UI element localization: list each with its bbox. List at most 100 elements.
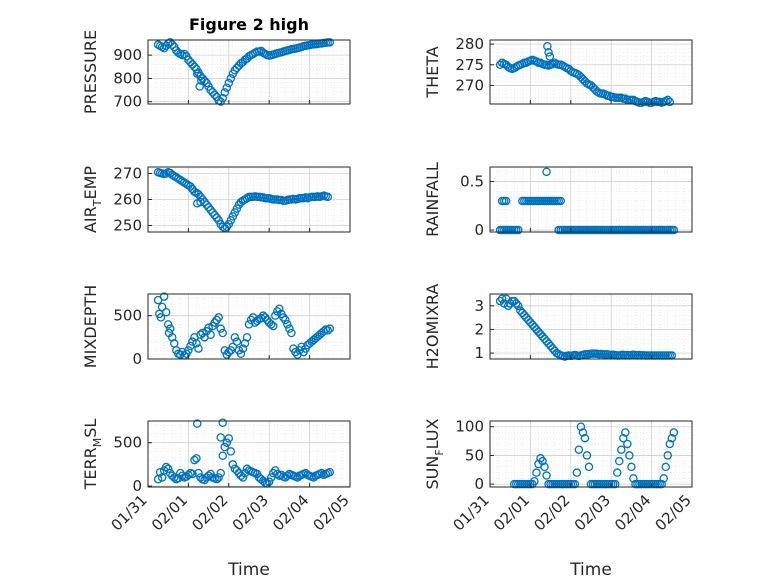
data-point [629, 474, 638, 483]
data-point [244, 320, 254, 329]
plot-area [490, 421, 692, 487]
data-point [230, 333, 240, 342]
data-point [279, 313, 288, 322]
plot-area [490, 40, 692, 104]
axes-frame [489, 166, 693, 233]
data-point [236, 349, 246, 359]
data-point [170, 473, 179, 482]
y-tick-label: 0 [474, 475, 484, 493]
data-point [297, 342, 306, 352]
data-point [325, 467, 335, 477]
data-point [196, 192, 205, 202]
x-tick-label: 02/04 [269, 491, 312, 534]
data-point [210, 210, 219, 220]
data-point [238, 473, 248, 482]
y-tick-label: 2 [474, 320, 484, 338]
data-point [242, 193, 252, 203]
data-point [323, 326, 333, 335]
data-point [621, 428, 630, 437]
subplot-air-temp: 250 260 270 AIRTEMP [81, 165, 351, 235]
data-point [159, 292, 169, 301]
data-point [206, 205, 215, 215]
data-point [619, 433, 628, 443]
axes-frame [489, 420, 693, 488]
data-point [222, 222, 232, 232]
subplot-theta: 270 275 280 THETA [423, 35, 693, 108]
data-point [224, 434, 234, 443]
data-point [163, 464, 173, 474]
data-point [574, 445, 584, 454]
x-axis-label: Time [227, 560, 270, 580]
x-tick-label: 02/03 [229, 491, 272, 534]
y-tick-label: 0 [132, 350, 142, 368]
y-tick-label: 3 [474, 297, 484, 315]
data-point [582, 79, 592, 88]
y-axis-label: MIXDEPTH [81, 285, 100, 368]
data-point [260, 313, 270, 322]
data-point [188, 469, 197, 479]
data-point [214, 473, 223, 482]
data-point [228, 460, 238, 469]
data-point [220, 442, 230, 452]
data-point [325, 38, 335, 47]
y-tick-label: 50 [465, 446, 484, 464]
data-point [621, 94, 630, 103]
data-point [204, 203, 213, 212]
subplot-rainfall: 0 0.5 RAINFALL [423, 162, 693, 239]
data-point [216, 433, 225, 442]
data-point [222, 438, 232, 447]
y-axis-label: RAINFALL [423, 162, 442, 237]
y-tick-label: 100 [455, 418, 484, 436]
data-point [155, 467, 165, 477]
data-point [161, 307, 171, 317]
data-point [613, 468, 622, 477]
x-tick-label: 01/31 [108, 491, 151, 534]
data-point [266, 473, 276, 482]
data-point [580, 433, 590, 443]
data-point [283, 471, 292, 480]
data-point [663, 95, 673, 105]
data-point [669, 428, 679, 437]
data-point [192, 454, 201, 463]
x-tick-label: 02/01 [490, 491, 533, 534]
data-point [216, 468, 225, 478]
x-tick-label: 02/02 [188, 491, 231, 534]
data-point [193, 419, 202, 428]
data-point [194, 344, 203, 353]
data-point [186, 182, 195, 191]
axes-frame [489, 293, 693, 360]
data-point [582, 451, 592, 460]
y-axis-label: PRESSURE [81, 30, 100, 114]
data-point [623, 439, 632, 449]
data-point [514, 301, 523, 311]
data-point [530, 477, 539, 486]
y-tick-label: 1 [474, 344, 484, 362]
data-point [197, 76, 206, 85]
subplot-pressure: 700 800 900 PRESSURE Figure 2 high [81, 15, 351, 114]
y-axis-label: SUNFLUX [423, 418, 446, 489]
y-axis-label: TERRMSL [81, 419, 104, 491]
data-point [663, 451, 673, 460]
data-point [195, 82, 204, 91]
y-tick-label: 700 [113, 93, 142, 111]
data-point [184, 346, 193, 355]
y-tick-label: 280 [455, 35, 484, 53]
y-tick-label: 260 [113, 191, 142, 209]
data-point [228, 342, 238, 352]
data-point [256, 314, 266, 323]
y-tick-label: 500 [113, 434, 142, 452]
data-point [503, 62, 513, 72]
data-point [206, 330, 215, 339]
data-point [163, 320, 173, 329]
data-point [157, 302, 167, 312]
data-point [661, 462, 670, 472]
subplot-h2omixra: 1 2 3 H2OMIXRA [423, 284, 693, 369]
data-point [572, 468, 582, 477]
data-point [232, 337, 242, 346]
data-point [665, 439, 675, 449]
data-point [657, 479, 666, 489]
data-point [514, 225, 523, 235]
y-tick-label: 275 [455, 56, 484, 74]
data-point [285, 324, 294, 333]
